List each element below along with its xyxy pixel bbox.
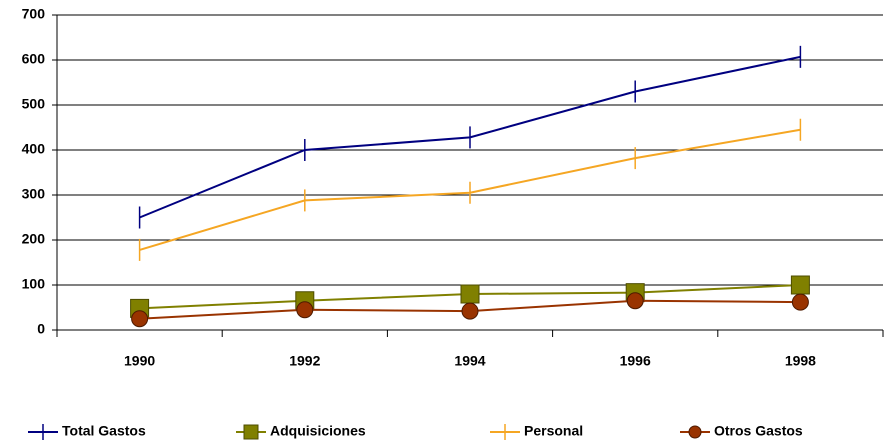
legend-label: Otros Gastos	[714, 423, 803, 439]
x-tick-label: 1998	[785, 353, 816, 369]
x-tick-label: 1992	[289, 353, 320, 369]
x-tick-label: 1996	[620, 353, 651, 369]
y-tick-label: 700	[22, 6, 46, 22]
data-point	[131, 310, 149, 328]
legend-label: Personal	[524, 423, 583, 439]
data-point	[460, 284, 480, 304]
y-tick-label: 200	[22, 231, 46, 247]
legend-label: Adquisiciones	[270, 423, 366, 439]
x-tick-label: 1990	[124, 353, 155, 369]
y-tick-label: 0	[37, 321, 45, 337]
y-tick-label: 600	[22, 51, 46, 67]
y-tick-label: 300	[22, 186, 46, 202]
y-tick-label: 100	[22, 276, 46, 292]
x-tick-label: 1994	[454, 353, 485, 369]
legend-marker	[243, 424, 259, 440]
legend-label: Total Gastos	[62, 423, 146, 439]
y-tick-label: 500	[22, 96, 46, 112]
y-tick-label: 400	[22, 141, 46, 157]
legend-marker	[688, 425, 702, 439]
data-point	[790, 275, 810, 295]
data-point	[461, 302, 479, 320]
data-point	[296, 301, 314, 319]
data-point	[626, 292, 644, 310]
data-point	[791, 293, 809, 311]
